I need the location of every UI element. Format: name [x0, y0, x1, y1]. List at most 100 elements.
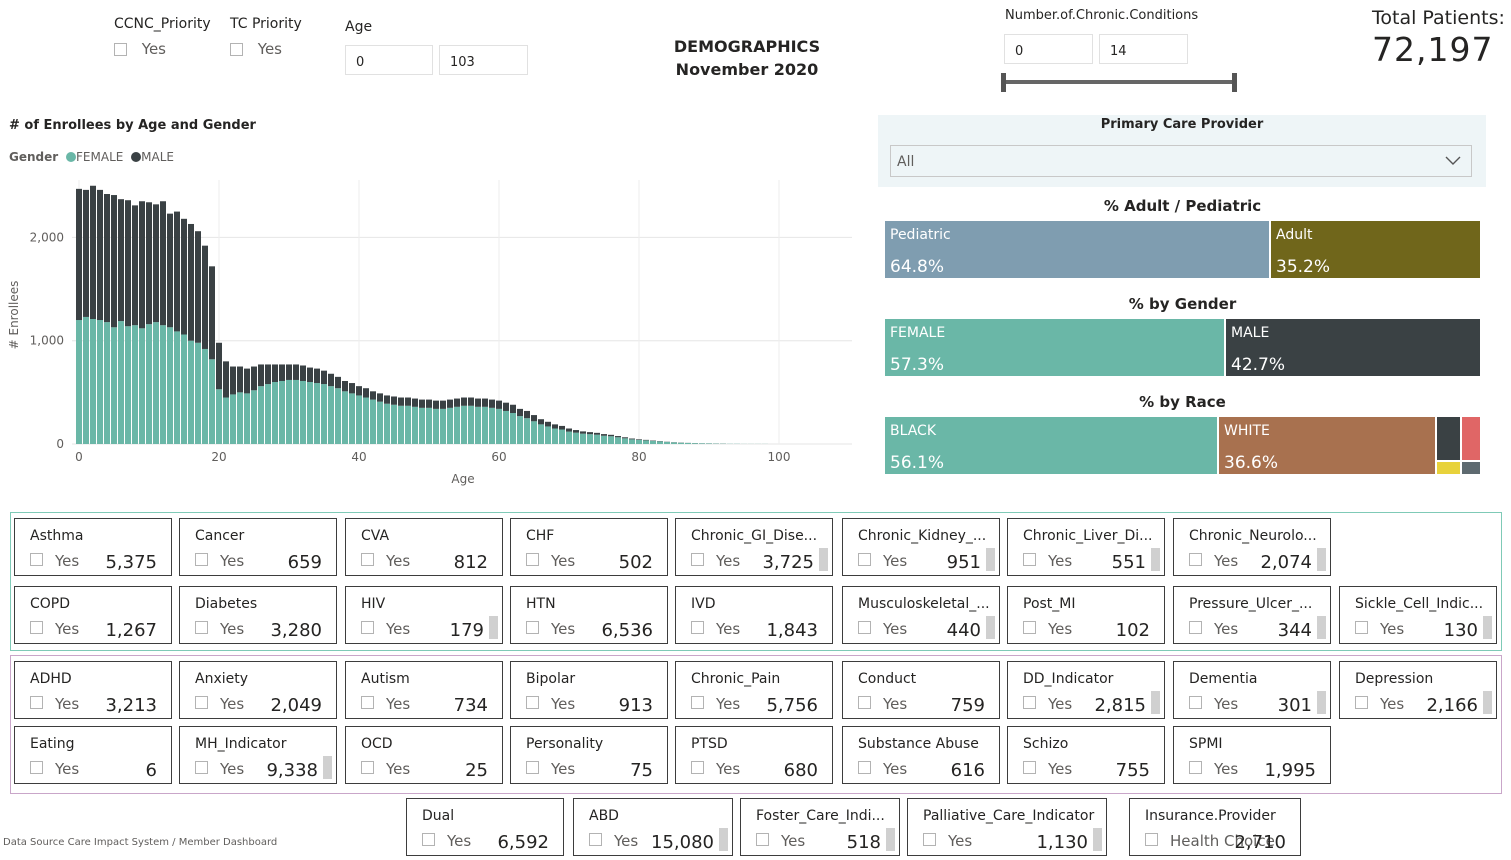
tile-checkbox[interactable]	[1355, 621, 1368, 634]
tile-scrollbar[interactable]	[1483, 691, 1492, 714]
tile-scrollbar[interactable]	[1151, 691, 1160, 714]
tile-checkbox[interactable]	[30, 621, 43, 634]
tile-scrollbar[interactable]	[1317, 616, 1326, 639]
tile-abd[interactable]: ABD Yes 15,080	[573, 798, 733, 856]
tile-diabetes[interactable]: Diabetes Yes 3,280	[179, 586, 337, 644]
tile-checkbox[interactable]	[30, 761, 43, 774]
tile-dementia[interactable]: Dementia Yes 301	[1173, 661, 1331, 719]
tile-checkbox[interactable]	[526, 761, 539, 774]
tile-checkbox[interactable]	[422, 833, 435, 846]
tile-htn[interactable]: HTN Yes 6,536	[510, 586, 668, 644]
tile-checkbox[interactable]	[361, 621, 374, 634]
tile-checkbox[interactable]	[361, 553, 374, 566]
tile-checkbox[interactable]	[30, 696, 43, 709]
tile-checkbox[interactable]	[691, 553, 704, 566]
age-min-input[interactable]: 0	[345, 45, 433, 75]
race-other-bar-2[interactable]	[1462, 417, 1480, 460]
tile-checkbox[interactable]	[1189, 553, 1202, 566]
tile-checkbox[interactable]	[195, 761, 208, 774]
tile-checkbox[interactable]	[1145, 833, 1158, 846]
tile-conduct[interactable]: Conduct Yes 759	[842, 661, 1000, 719]
tile-chf[interactable]: CHF Yes 502	[510, 518, 668, 576]
tile-checkbox[interactable]	[691, 621, 704, 634]
tile-chronic-neurolo[interactable]: Chronic_Neurolo... Yes 2,074	[1173, 518, 1331, 576]
tile-scrollbar[interactable]	[986, 616, 995, 639]
adult-bar[interactable]: Adult 35.2%	[1271, 221, 1480, 278]
tile-asthma[interactable]: Asthma Yes 5,375	[14, 518, 172, 576]
tile-checkbox[interactable]	[1189, 621, 1202, 634]
tile-checkbox[interactable]	[195, 696, 208, 709]
tile-checkbox[interactable]	[1023, 761, 1036, 774]
tile-depression[interactable]: Depression Yes 2,166	[1339, 661, 1497, 719]
tile-substance-abuse[interactable]: Substance Abuse Yes 616	[842, 726, 1000, 784]
tile-post-mi[interactable]: Post_MI Yes 102	[1007, 586, 1165, 644]
tile-checkbox[interactable]	[756, 833, 769, 846]
female-bar[interactable]: FEMALE 57.3%	[885, 319, 1224, 376]
ccnc-priority-option[interactable]: Yes	[114, 40, 166, 58]
chronic-slider-handle-max[interactable]	[1232, 73, 1237, 92]
tile-insurance-provider[interactable]: Insurance.Provider Health Choice 2,710	[1129, 798, 1301, 856]
tile-scrollbar[interactable]	[323, 756, 332, 779]
tile-ptsd[interactable]: PTSD Yes 680	[675, 726, 833, 784]
tile-checkbox[interactable]	[691, 696, 704, 709]
tile-checkbox[interactable]	[526, 696, 539, 709]
tile-spmi[interactable]: SPMI Yes 1,995	[1173, 726, 1331, 784]
tile-anxiety[interactable]: Anxiety Yes 2,049	[179, 661, 337, 719]
tile-checkbox[interactable]	[30, 553, 43, 566]
chevron-down-icon[interactable]	[1445, 156, 1461, 166]
ccnc-checkbox[interactable]	[114, 43, 127, 56]
tile-checkbox[interactable]	[1355, 696, 1368, 709]
pediatric-bar[interactable]: Pediatric 64.8%	[885, 221, 1269, 278]
age-max-input[interactable]: 103	[439, 45, 528, 75]
tile-scrollbar[interactable]	[819, 548, 828, 571]
tile-foster-care-indi[interactable]: Foster_Care_Indi... Yes 518	[740, 798, 900, 856]
tile-scrollbar[interactable]	[1483, 616, 1492, 639]
tile-cancer[interactable]: Cancer Yes 659	[179, 518, 337, 576]
tile-pressure-ulcer[interactable]: Pressure_Ulcer_... Yes 344	[1173, 586, 1331, 644]
tile-scrollbar[interactable]	[1317, 691, 1326, 714]
tile-checkbox[interactable]	[1023, 553, 1036, 566]
chronic-max-input[interactable]: 14	[1099, 34, 1188, 64]
tile-scrollbar[interactable]	[489, 616, 498, 639]
tile-chronic-gi-dise[interactable]: Chronic_GI_Dise... Yes 3,725	[675, 518, 833, 576]
tile-scrollbar[interactable]	[1093, 828, 1102, 851]
tile-palliative-care-indicator[interactable]: Palliative_Care_Indicator Yes 1,130	[907, 798, 1107, 856]
tile-scrollbar[interactable]	[1317, 548, 1326, 571]
black-bar[interactable]: BLACK 56.1%	[885, 417, 1217, 474]
tc-priority-option[interactable]: Yes	[230, 40, 282, 58]
tile-checkbox[interactable]	[858, 621, 871, 634]
tile-autism[interactable]: Autism Yes 734	[345, 661, 503, 719]
tile-checkbox[interactable]	[526, 553, 539, 566]
race-other-bar-1[interactable]	[1437, 417, 1460, 460]
chronic-min-input[interactable]: 0	[1004, 34, 1093, 64]
tile-adhd[interactable]: ADHD Yes 3,213	[14, 661, 172, 719]
tile-scrollbar[interactable]	[886, 828, 895, 851]
tile-checkbox[interactable]	[526, 621, 539, 634]
tile-chronic-pain[interactable]: Chronic_Pain Yes 5,756	[675, 661, 833, 719]
tile-checkbox[interactable]	[361, 696, 374, 709]
tile-dual[interactable]: Dual Yes 6,592	[406, 798, 564, 856]
chronic-slider-handle-min[interactable]	[1001, 73, 1006, 92]
tile-checkbox[interactable]	[691, 761, 704, 774]
race-other-bar-3[interactable]	[1437, 462, 1460, 474]
legend-male[interactable]: MALE	[141, 150, 175, 164]
tile-checkbox[interactable]	[195, 621, 208, 634]
tile-sickle-cell-indic[interactable]: Sickle_Cell_Indic... Yes 130	[1339, 586, 1497, 644]
tile-scrollbar[interactable]	[1151, 548, 1160, 571]
tile-chronic-liver-di[interactable]: Chronic_Liver_Di... Yes 551	[1007, 518, 1165, 576]
race-other-bar-4[interactable]	[1462, 462, 1480, 474]
tile-checkbox[interactable]	[858, 761, 871, 774]
tile-scrollbar[interactable]	[719, 828, 728, 851]
chronic-slider-track[interactable]	[1004, 80, 1236, 84]
tile-bipolar[interactable]: Bipolar Yes 913	[510, 661, 668, 719]
tc-checkbox[interactable]	[230, 43, 243, 56]
tile-personality[interactable]: Personality Yes 75	[510, 726, 668, 784]
tile-checkbox[interactable]	[923, 833, 936, 846]
tile-schizo[interactable]: Schizo Yes 755	[1007, 726, 1165, 784]
tile-checkbox[interactable]	[195, 553, 208, 566]
tile-hiv[interactable]: HIV Yes 179	[345, 586, 503, 644]
tile-ocd[interactable]: OCD Yes 25	[345, 726, 503, 784]
tile-ivd[interactable]: IVD Yes 1,843	[675, 586, 833, 644]
legend-female[interactable]: FEMALE	[76, 150, 124, 164]
tile-checkbox[interactable]	[1189, 761, 1202, 774]
